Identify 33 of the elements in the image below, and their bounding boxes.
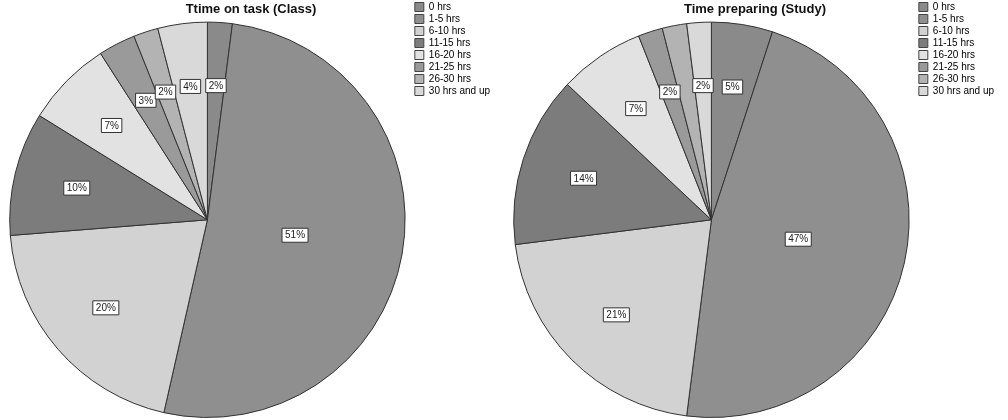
data-label: 2% <box>662 86 678 98</box>
chart-title: Ttime on task (Class) <box>185 1 317 17</box>
legend-label: 1-5 hrs <box>428 12 460 24</box>
data-label: 2% <box>158 86 173 98</box>
legend-label: 6-10 hrs <box>428 24 466 36</box>
legend-label: 30 hrs and up <box>428 84 491 96</box>
data-label: 7% <box>104 119 119 131</box>
data-label: 20% <box>95 302 116 314</box>
legend-label: 16-20 hrs <box>428 48 472 60</box>
legend-label: 11-15 hrs <box>932 36 975 48</box>
legend-label: 11-15 hrs <box>428 36 471 48</box>
legend-label: 30 hrs and up <box>932 84 995 96</box>
data-label: 14% <box>573 172 594 184</box>
data-label: 10% <box>66 182 87 194</box>
legend-label: 0 hrs <box>428 0 452 12</box>
legend-label: 26-30 hrs <box>932 72 976 84</box>
legend-label: 16-20 hrs <box>932 48 976 60</box>
legend-label: 1-5 hrs <box>932 12 964 24</box>
data-label: 4% <box>183 80 198 92</box>
legend-label: 21-25 hrs <box>428 60 472 72</box>
data-label: 7% <box>628 102 644 114</box>
data-label: 47% <box>788 233 809 245</box>
data-label: 5% <box>725 81 740 93</box>
legend-label: 0 hrs <box>932 0 956 12</box>
chart-title: Time preparing (Study) <box>683 1 827 17</box>
legend-label: 21-25 hrs <box>932 60 976 72</box>
data-label: 3% <box>138 94 154 106</box>
data-label: 2% <box>695 79 711 91</box>
data-label: 2% <box>208 79 224 91</box>
data-label: 51% <box>285 229 306 241</box>
data-label: 21% <box>606 309 627 321</box>
legend-label: 26-30 hrs <box>428 72 472 84</box>
legend-label: 6-10 hrs <box>932 24 970 36</box>
